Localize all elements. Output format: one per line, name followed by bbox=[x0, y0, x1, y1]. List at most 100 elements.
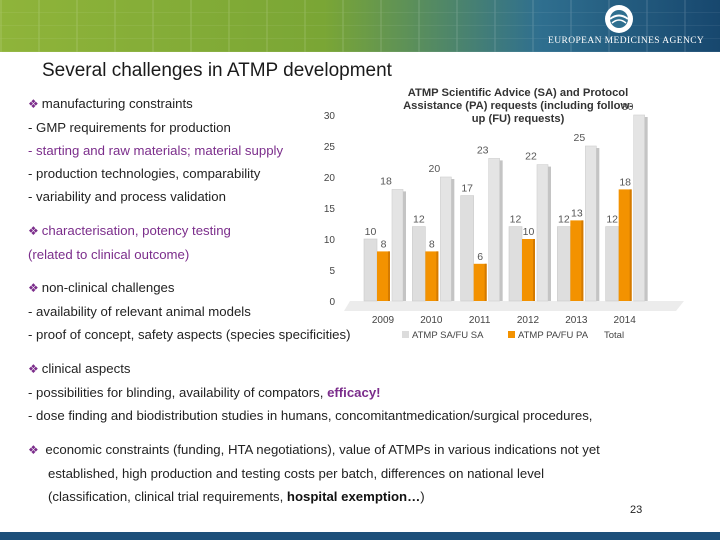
data-label-sa: 17 bbox=[461, 183, 473, 195]
y-tick-label: 20 bbox=[324, 173, 336, 184]
chart-title-line: ATMP Scientific Advice (SA) and Protocol bbox=[408, 87, 628, 99]
bullet-heading: economic constraints (funding, HTA negot… bbox=[41, 442, 600, 457]
diamond-bullet-icon: ❖ bbox=[28, 224, 39, 238]
bullet-heading: manufacturing constraints bbox=[41, 96, 193, 111]
bar-sa bbox=[557, 226, 571, 302]
bar-total bbox=[391, 189, 404, 302]
bar-sa bbox=[412, 226, 426, 302]
data-label-sa: 12 bbox=[558, 214, 570, 226]
bullet-line: - production technologies, comparability bbox=[28, 162, 283, 185]
bullet-manufacturing: ❖ manufacturing constraints - GMP require… bbox=[28, 92, 283, 208]
bullet-nonclinical: ❖ non-clinical challenges - availability … bbox=[28, 276, 351, 346]
x-tick-label: 2013 bbox=[565, 315, 588, 326]
data-label-sa: 12 bbox=[510, 214, 522, 226]
data-label-total: 30 bbox=[622, 101, 634, 113]
bullet-line: - starting and raw materials; material s… bbox=[28, 143, 284, 158]
bar-sa bbox=[363, 238, 378, 302]
data-label-sa: 12 bbox=[606, 214, 618, 226]
y-tick-label: 30 bbox=[324, 111, 336, 122]
bullet-line-part: ) bbox=[420, 489, 425, 504]
bar-pa bbox=[522, 239, 535, 301]
bullet-characterisation: ❖ characterisation, potency testing (rela… bbox=[28, 219, 231, 266]
diamond-bullet-icon: ❖ bbox=[28, 443, 39, 457]
bullet-line: - variability and process validation bbox=[28, 189, 226, 204]
y-tick-label: 15 bbox=[324, 204, 336, 215]
bar-pa-side bbox=[388, 251, 390, 301]
bullet-line-part: (classification, clinical trial requirem… bbox=[48, 489, 287, 504]
bullet-heading: clinical aspects bbox=[41, 361, 131, 376]
data-label-total: 22 bbox=[525, 151, 537, 163]
bar-pa-side bbox=[581, 220, 584, 301]
bar-total bbox=[585, 145, 597, 302]
bullet-line-part: - production technologies, comparability bbox=[28, 166, 261, 181]
bullet-heading: characterisation, potency testing bbox=[41, 223, 231, 238]
data-label-pa: 8 bbox=[429, 238, 435, 250]
y-tick-label: 5 bbox=[329, 266, 335, 277]
y-tick-label: 0 bbox=[329, 297, 335, 308]
data-label-pa: 13 bbox=[571, 207, 583, 219]
data-label-total: 25 bbox=[573, 132, 585, 144]
hospital-exemption-bold: hospital exemption… bbox=[286, 489, 421, 504]
bar-total bbox=[440, 176, 452, 302]
legend-label: ATMP SA/FU SA bbox=[412, 330, 484, 341]
diamond-bullet-icon: ❖ bbox=[28, 281, 39, 295]
x-tick-label: 2010 bbox=[420, 315, 443, 326]
bar-total-side bbox=[596, 148, 600, 301]
x-tick-label: 2009 bbox=[372, 315, 395, 326]
bar-pa bbox=[425, 251, 439, 301]
bullet-line-part: - possibilities for blinding, availabili… bbox=[28, 385, 328, 400]
bar-sa bbox=[605, 226, 619, 302]
bar-pa-side bbox=[533, 239, 535, 301]
bar-total-side bbox=[548, 166, 551, 301]
bar-total bbox=[536, 164, 549, 302]
data-label-total: 18 bbox=[380, 175, 392, 187]
data-label-sa: 12 bbox=[413, 214, 425, 226]
bullet-clinical: ❖ clinical aspects - possibilities for bl… bbox=[28, 357, 592, 427]
legend-swatch bbox=[508, 331, 515, 338]
bar-total-side bbox=[644, 117, 648, 301]
bullet-line: - possibilities for blinding, availabili… bbox=[28, 381, 592, 404]
bar-total-side bbox=[451, 179, 455, 301]
bullet-line: - proof of concept, safety aspects (spec… bbox=[28, 327, 351, 342]
bar-sa bbox=[460, 195, 474, 302]
plot-floor bbox=[344, 301, 684, 311]
data-label-total: 20 bbox=[428, 163, 440, 175]
bar-pa bbox=[473, 263, 487, 301]
bar-sa bbox=[508, 226, 523, 302]
chart-title-line: up (FU) requests) bbox=[472, 113, 565, 125]
slide-title: Several challenges in ATMP development bbox=[42, 60, 392, 81]
diamond-bullet-icon: ❖ bbox=[28, 362, 39, 376]
y-tick-label: 25 bbox=[324, 142, 336, 153]
data-label-pa: 18 bbox=[619, 176, 631, 188]
footer-bar bbox=[0, 532, 720, 540]
data-label-pa: 6 bbox=[477, 251, 483, 263]
bar-pa bbox=[377, 251, 390, 301]
data-label-pa: 10 bbox=[523, 226, 535, 238]
legend-label: ATMP PA/FU PA bbox=[518, 330, 589, 341]
bullet-line: established, high production and testing… bbox=[48, 466, 545, 481]
bar-pa-side bbox=[436, 251, 439, 301]
bar-total-side bbox=[403, 191, 406, 301]
bar-total bbox=[633, 114, 645, 302]
bar-pa bbox=[618, 189, 632, 301]
ema-logo-icon bbox=[605, 5, 633, 33]
data-label-sa: 10 bbox=[365, 226, 377, 238]
bullet-line: - availability of relevant animal models bbox=[28, 304, 251, 319]
header-pattern bbox=[0, 0, 720, 52]
bullet-economic: ❖ economic constraints (funding, HTA neg… bbox=[28, 438, 600, 508]
bullet-line: - GMP requirements for production bbox=[28, 120, 231, 135]
legend-label: Total bbox=[604, 330, 624, 341]
diamond-bullet-icon: ❖ bbox=[28, 97, 39, 111]
y-tick-label: 10 bbox=[324, 235, 336, 246]
agency-name: EUROPEAN MEDICINES AGENCY bbox=[548, 36, 705, 46]
bar-pa-side bbox=[629, 189, 632, 301]
bar-pa-side bbox=[484, 263, 487, 301]
legend-swatch bbox=[402, 331, 409, 338]
bar-total bbox=[488, 158, 500, 302]
bullet-line: (related to clinical outcome) bbox=[28, 247, 190, 262]
data-label-total: 23 bbox=[477, 144, 489, 156]
bullet-heading: non-clinical challenges bbox=[41, 280, 175, 295]
bar-total-side bbox=[499, 160, 503, 301]
atmp-requests-chart: ATMP Scientific Advice (SA) and Protocol… bbox=[324, 87, 684, 341]
x-tick-label: 2011 bbox=[469, 315, 491, 326]
